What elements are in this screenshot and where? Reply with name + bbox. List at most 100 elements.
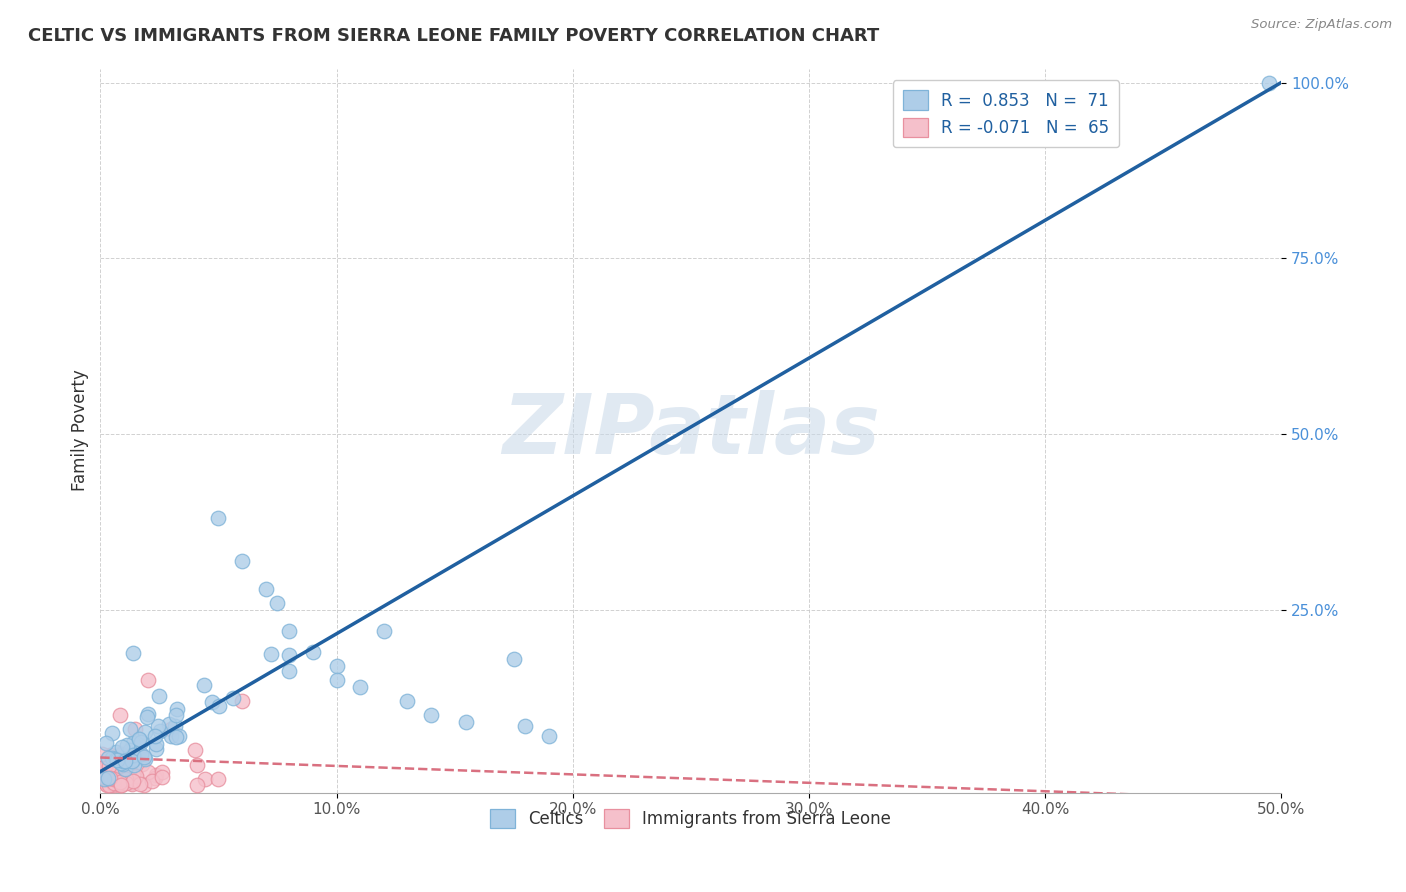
Point — [125, 769, 148, 783]
Point — [94, 777, 117, 791]
Point — [115, 772, 138, 786]
Text: Source: ZipAtlas.com: Source: ZipAtlas.com — [1251, 18, 1392, 31]
Point — [145, 737, 167, 751]
Point — [103, 771, 125, 785]
Point — [118, 722, 141, 736]
Point — [118, 764, 141, 779]
Point — [131, 756, 153, 771]
Point — [278, 624, 301, 638]
Point — [193, 677, 215, 691]
Text: ZIPatlas: ZIPatlas — [502, 390, 880, 471]
Point — [98, 761, 121, 775]
Point — [146, 719, 169, 733]
Point — [207, 511, 229, 525]
Point — [128, 732, 150, 747]
Point — [325, 659, 347, 673]
Point — [134, 724, 156, 739]
Point — [373, 624, 395, 638]
Point — [201, 695, 224, 709]
Point — [93, 763, 115, 777]
Point — [121, 754, 143, 768]
Point — [128, 745, 150, 759]
Point — [122, 748, 145, 763]
Point — [141, 773, 163, 788]
Point — [184, 743, 207, 757]
Point — [166, 702, 188, 716]
Point — [122, 773, 145, 788]
Point — [108, 777, 131, 791]
Point — [145, 742, 167, 756]
Legend: Celtics, Immigrants from Sierra Leone: Celtics, Immigrants from Sierra Leone — [484, 803, 898, 835]
Point — [129, 747, 152, 761]
Point — [103, 772, 125, 786]
Point — [105, 753, 128, 767]
Point — [325, 673, 347, 688]
Point — [107, 757, 129, 772]
Point — [145, 768, 167, 782]
Point — [114, 762, 136, 776]
Point — [101, 726, 124, 740]
Point — [100, 751, 122, 765]
Point — [110, 747, 132, 761]
Point — [134, 751, 156, 765]
Point — [91, 770, 114, 784]
Point — [120, 743, 142, 757]
Point — [502, 652, 524, 666]
Point — [149, 724, 172, 739]
Point — [157, 717, 180, 731]
Point — [136, 764, 159, 779]
Point — [93, 758, 115, 772]
Point — [110, 778, 132, 792]
Point — [132, 778, 155, 792]
Point — [160, 723, 183, 737]
Point — [143, 729, 166, 743]
Point — [91, 765, 114, 780]
Point — [108, 777, 131, 791]
Point — [260, 647, 283, 661]
Point — [129, 777, 152, 791]
Point — [278, 664, 301, 678]
Point — [98, 771, 121, 785]
Point — [207, 772, 229, 786]
Point — [266, 596, 288, 610]
Point — [94, 736, 117, 750]
Point — [165, 719, 187, 733]
Point — [91, 747, 114, 761]
Point — [515, 719, 537, 733]
Point — [108, 768, 131, 782]
Point — [94, 761, 117, 775]
Point — [108, 775, 131, 789]
Point — [122, 757, 145, 772]
Point — [115, 776, 138, 790]
Point — [111, 739, 134, 754]
Point — [90, 764, 112, 778]
Point — [110, 756, 132, 770]
Point — [221, 690, 243, 705]
Point — [537, 730, 560, 744]
Point — [98, 748, 121, 763]
Point — [194, 772, 217, 786]
Point — [124, 722, 146, 736]
Point — [121, 777, 143, 791]
Point — [231, 694, 253, 708]
Point — [278, 648, 301, 662]
Point — [136, 706, 159, 721]
Point — [165, 708, 187, 723]
Point — [143, 771, 166, 785]
Point — [110, 756, 132, 770]
Point — [456, 715, 478, 730]
Point — [100, 778, 122, 792]
Point — [186, 778, 208, 792]
Point — [122, 749, 145, 764]
Point — [104, 746, 127, 760]
Point — [94, 754, 117, 768]
Point — [148, 689, 170, 703]
Point — [165, 730, 187, 744]
Point — [1258, 76, 1281, 90]
Text: CELTIC VS IMMIGRANTS FROM SIERRA LEONE FAMILY POVERTY CORRELATION CHART: CELTIC VS IMMIGRANTS FROM SIERRA LEONE F… — [28, 27, 879, 45]
Point — [97, 751, 120, 765]
Point — [150, 765, 173, 780]
Point — [135, 710, 157, 724]
Point — [117, 755, 139, 769]
Point — [122, 646, 145, 660]
